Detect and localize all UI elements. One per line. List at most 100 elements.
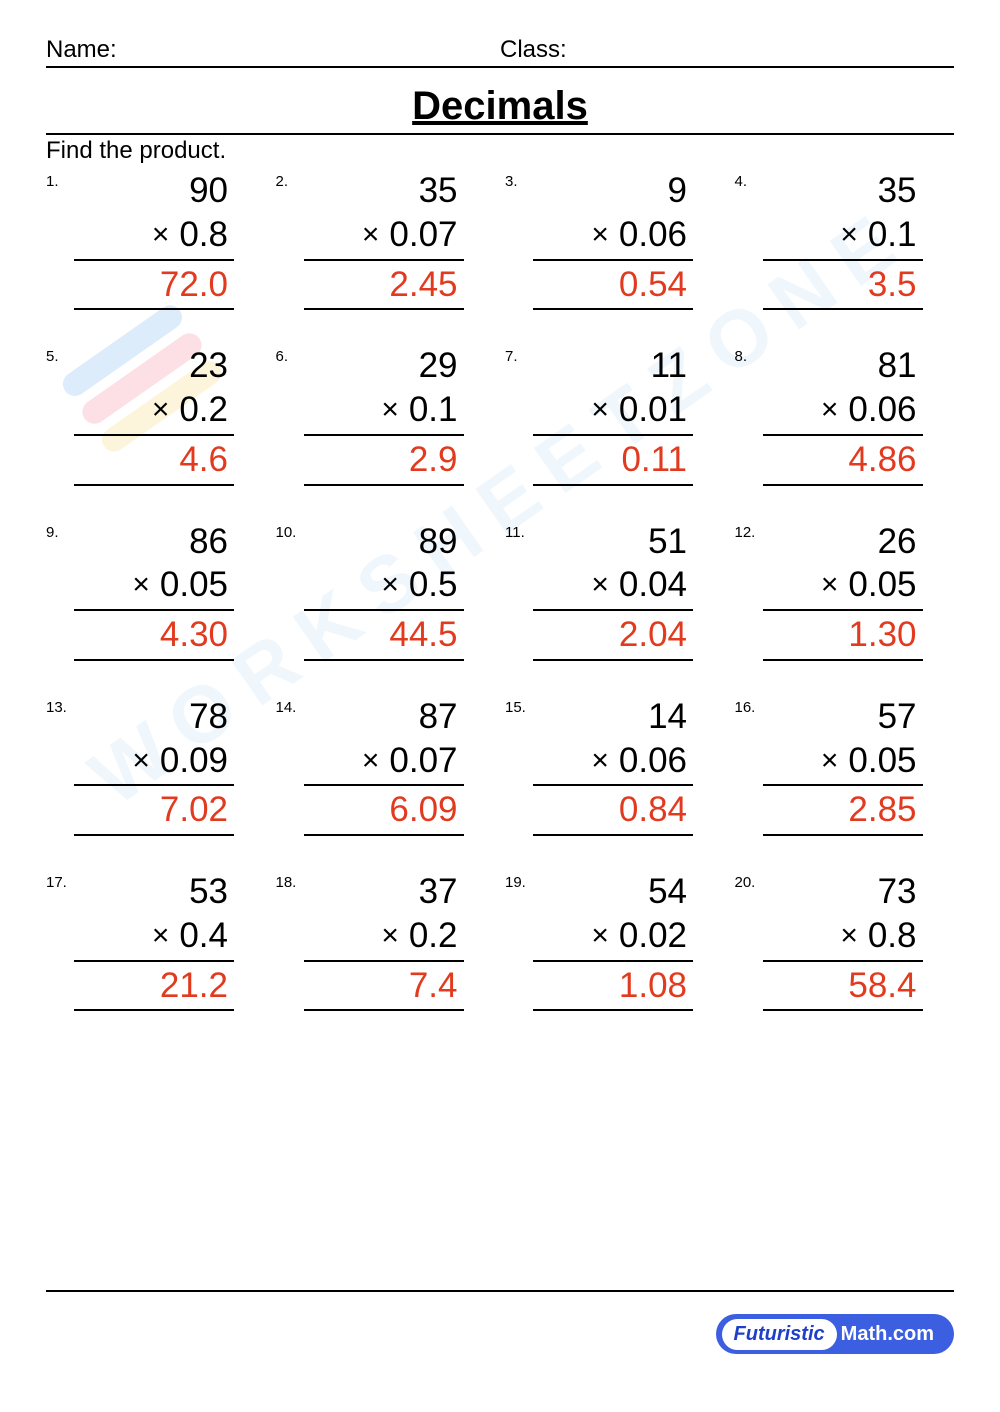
multiplicand: 90 <box>74 169 234 213</box>
times-icon: × <box>362 744 380 777</box>
problem-number: 11. <box>505 520 533 541</box>
times-icon: × <box>362 218 380 251</box>
problem-number: 4. <box>735 169 763 190</box>
problem: 18.37×0.27.4 <box>276 870 496 1011</box>
times-icon: × <box>591 744 609 777</box>
answer: 1.08 <box>533 962 693 1012</box>
multiplier: 0.05 <box>848 741 916 780</box>
page-title: Decimals <box>412 84 588 129</box>
answer: 4.86 <box>763 436 923 486</box>
problem-number: 7. <box>505 344 533 365</box>
problem: 20.73×0.858.4 <box>735 870 955 1011</box>
problems-grid: 1.90×0.872.02.35×0.072.453.9×0.060.544.3… <box>46 169 954 1011</box>
multiplier-row: × 0.05 <box>763 739 923 787</box>
problem-number: 2. <box>276 169 304 190</box>
multiplicand: 23 <box>74 344 234 388</box>
problem-number: 16. <box>735 695 763 716</box>
multiplier-row: ×0.06 <box>533 739 693 787</box>
header-row: Name: Class: <box>46 36 954 68</box>
times-icon: × <box>132 744 150 777</box>
multiplier: 0.8 <box>868 916 917 955</box>
answer: 0.84 <box>533 786 693 836</box>
problem: 1.90×0.872.0 <box>46 169 266 310</box>
problem-work: 90×0.872.0 <box>74 169 234 310</box>
problem-work: 11×0.010.11 <box>533 344 693 485</box>
problem: 6.29 × 0.1 2.9 <box>276 344 496 485</box>
multiplier-row: ×0.01 <box>533 388 693 436</box>
multiplier-row: ×0.4 <box>74 914 234 962</box>
multiplicand: 29 <box>304 344 464 388</box>
answer: 2.85 <box>763 786 923 836</box>
times-icon: × <box>132 568 150 601</box>
problem: 17.53×0.421.2 <box>46 870 266 1011</box>
answer: 0.11 <box>533 436 693 486</box>
multiplier-row: × 0.07 <box>304 213 464 261</box>
times-icon: × <box>152 919 170 952</box>
problem-work: 37×0.27.4 <box>304 870 464 1011</box>
multiplicand: 78 <box>74 695 234 739</box>
multiplicand: 35 <box>763 169 923 213</box>
times-icon: × <box>821 744 839 777</box>
times-icon: × <box>591 218 609 251</box>
problem-work: 23×0.24.6 <box>74 344 234 485</box>
multiplicand: 11 <box>533 344 693 388</box>
problem: 7.11×0.010.11 <box>505 344 725 485</box>
multiplicand: 73 <box>763 870 923 914</box>
problem: 10.89×0.544.5 <box>276 520 496 661</box>
answer: 7.4 <box>304 962 464 1012</box>
problem-number: 18. <box>276 870 304 891</box>
problem-number: 12. <box>735 520 763 541</box>
problem-work: 89×0.544.5 <box>304 520 464 661</box>
problem: 11.51×0.042.04 <box>505 520 725 661</box>
multiplier: 0.07 <box>389 741 457 780</box>
problem: 16.57 × 0.05 2.85 <box>735 695 955 836</box>
class-label: Class: <box>500 36 954 64</box>
answer: 2.9 <box>304 436 464 486</box>
multiplier-row: × 0.05 <box>74 563 234 611</box>
problem-work: 29 × 0.1 2.9 <box>304 344 464 485</box>
multiplier-row: × 0.1 <box>304 388 464 436</box>
times-icon: × <box>591 393 609 426</box>
times-icon: × <box>381 919 399 952</box>
times-icon: × <box>591 919 609 952</box>
problem-work: 35×0.13.5 <box>763 169 923 310</box>
name-label: Name: <box>46 36 500 64</box>
footer: Futuristic Math.com <box>716 1314 954 1354</box>
times-icon: × <box>381 568 399 601</box>
problem-number: 15. <box>505 695 533 716</box>
problem: 19.54×0.021.08 <box>505 870 725 1011</box>
multiplicand: 89 <box>304 520 464 564</box>
multiplier: 0.05 <box>848 565 916 604</box>
title-row: Decimals <box>46 84 954 135</box>
multiplicand: 86 <box>74 520 234 564</box>
multiplier: 0.05 <box>160 565 228 604</box>
multiplier: 0.8 <box>179 215 228 254</box>
brand-part1: Futuristic <box>722 1319 837 1350</box>
multiplier: 0.2 <box>409 916 458 955</box>
problem: 3.9×0.060.54 <box>505 169 725 310</box>
multiplicand: 87 <box>304 695 464 739</box>
problem-work: 57 × 0.05 2.85 <box>763 695 923 836</box>
multiplier: 0.1 <box>409 390 458 429</box>
times-icon: × <box>381 393 399 426</box>
problem-work: 14×0.060.84 <box>533 695 693 836</box>
problem-work: 54×0.021.08 <box>533 870 693 1011</box>
answer: 2.45 <box>304 261 464 311</box>
multiplier-row: × 0.5 <box>304 563 464 611</box>
multiplicand: 57 <box>763 695 923 739</box>
multiplier-row: ×0.1 <box>763 213 923 261</box>
times-icon: × <box>152 393 170 426</box>
multiplier-row: ×0.2 <box>74 388 234 436</box>
problem-number: 9. <box>46 520 74 541</box>
multiplicand: 35 <box>304 169 464 213</box>
problem-number: 6. <box>276 344 304 365</box>
problem-number: 14. <box>276 695 304 716</box>
multiplier: 0.5 <box>409 565 458 604</box>
footer-divider <box>46 1290 954 1292</box>
answer: 2.04 <box>533 611 693 661</box>
multiplier: 0.07 <box>389 215 457 254</box>
problem-number: 20. <box>735 870 763 891</box>
times-icon: × <box>591 568 609 601</box>
problem-work: 9×0.060.54 <box>533 169 693 310</box>
multiplier: 0.09 <box>160 741 228 780</box>
